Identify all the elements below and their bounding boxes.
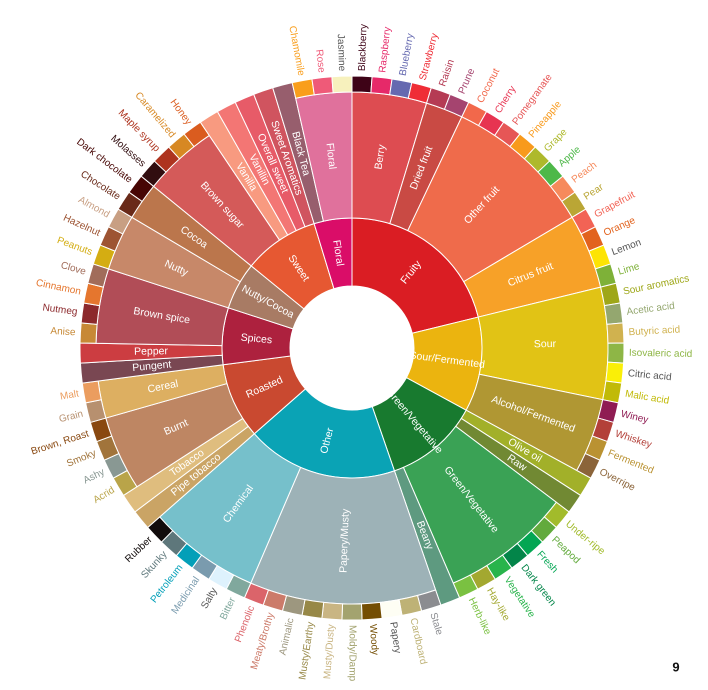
flavor-swatch — [607, 342, 625, 364]
flavor-swatch — [321, 601, 344, 621]
flavor-swatch — [605, 361, 625, 384]
ring-label: Pepper — [134, 345, 169, 358]
leaf-label: Anise — [50, 326, 76, 338]
ring-label: Pungent — [132, 359, 172, 375]
ring-label: Spices — [240, 331, 272, 346]
flavor-swatch — [370, 76, 393, 96]
ring-label: Floral — [323, 142, 338, 169]
leaf-label: Raspberry — [377, 26, 393, 73]
leaf-label: Papery — [387, 621, 403, 654]
leaf-label: Citric acid — [627, 368, 672, 383]
leaf-label: Jasmine — [335, 34, 347, 72]
flavor-swatch — [79, 322, 98, 344]
flavor-swatch — [351, 75, 373, 94]
leaf-label: Isovaleric acid — [629, 348, 693, 360]
flavor-swatch — [311, 76, 334, 96]
leaf-label: Butyric acid — [628, 324, 680, 338]
ring-label: Papery/Musty — [337, 508, 351, 573]
flavor-swatch — [360, 601, 383, 621]
flavor-swatch — [379, 599, 403, 619]
leaf-label: Rose — [313, 49, 327, 74]
flavor-swatch — [606, 322, 625, 344]
flavor-swatch — [80, 302, 101, 325]
leaf-label: Malt — [59, 389, 80, 403]
ring-label: Floral — [330, 239, 346, 267]
ring-label: Sour — [534, 338, 557, 350]
flavor-swatch — [341, 603, 363, 621]
leaf-label: Woody — [367, 624, 380, 656]
flavor-swatch — [291, 78, 315, 99]
flavor-swatch — [600, 282, 621, 307]
leaf-label: Nutmeg — [42, 302, 78, 317]
leaf-label: Moldy/Damp — [346, 625, 357, 682]
center-hole — [290, 286, 414, 410]
flavor-swatch — [331, 75, 353, 94]
flavor-swatch — [81, 380, 102, 404]
page-number: 9 — [672, 659, 679, 674]
leaf-label: Blackberry — [357, 24, 370, 72]
flavor-swatch — [301, 599, 325, 619]
flavor-swatch — [602, 380, 623, 404]
leaf-label: Musty/Dusty — [322, 624, 337, 680]
flavor-swatch — [603, 302, 624, 325]
ring-label: Berry — [372, 143, 388, 170]
